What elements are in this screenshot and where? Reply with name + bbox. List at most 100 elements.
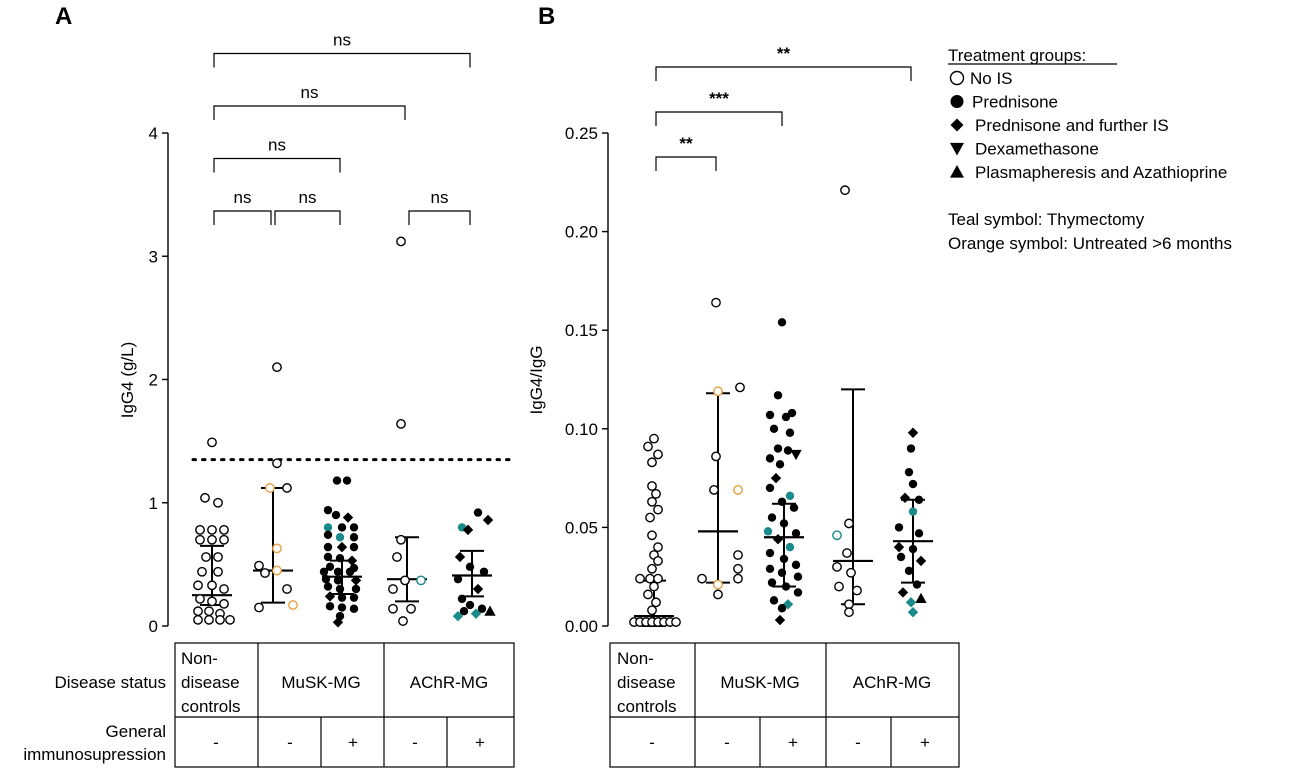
cell-achr: AChR-MG [410, 673, 488, 692]
data-point [207, 534, 217, 545]
data-point [907, 427, 919, 438]
data-point [346, 555, 358, 566]
data-point [914, 495, 924, 504]
legend-items: No IS Prednisone Prednisone and further IS… [949, 69, 1227, 182]
data-point [787, 408, 797, 418]
data-point [897, 587, 909, 598]
data-point [842, 548, 852, 558]
data-point [254, 560, 264, 571]
significance-label: ** [777, 44, 791, 63]
data-point [653, 556, 663, 566]
data-point [769, 424, 779, 433]
data-point [337, 523, 347, 532]
data-point [207, 524, 217, 535]
data-point [643, 441, 653, 452]
data-point [905, 597, 917, 608]
data-point [219, 534, 229, 545]
legend-note-thymectomy: Teal symbol: Thymectomy [948, 210, 1145, 229]
data-point [791, 560, 801, 570]
y-tick-label: 4 [149, 124, 158, 143]
data-point [653, 573, 663, 584]
data-point [735, 382, 745, 393]
legend-item-label: Prednisone and further IS [975, 116, 1169, 135]
data-point [342, 476, 352, 485]
y-axis-label-b: IgG4/IgG [527, 346, 546, 415]
data-point [645, 512, 655, 523]
data-point [793, 588, 803, 597]
data-point [323, 505, 333, 515]
y-tick-label: 1 [149, 494, 158, 513]
data-point [207, 580, 217, 591]
cell-controls-line3-b: controls [617, 697, 677, 716]
data-point [454, 551, 466, 563]
significance-bracket [213, 210, 272, 225]
y-axis-a: 0 1 2 3 4 [149, 124, 169, 636]
data-point [201, 552, 211, 562]
data-point [647, 496, 657, 507]
data-point [649, 433, 659, 444]
data-point [335, 554, 345, 563]
points-b [629, 185, 927, 627]
data-point [204, 606, 214, 617]
data-point [323, 530, 333, 539]
data-point [213, 566, 223, 577]
data-point [396, 534, 406, 545]
cell-achr-plus: + [475, 733, 485, 752]
data-point [651, 597, 661, 608]
data-point [713, 589, 723, 600]
data-point [773, 391, 783, 400]
data-point [453, 574, 463, 584]
table-border-b [609, 642, 960, 768]
data-point [457, 594, 467, 604]
data-point [254, 602, 264, 613]
data-point [775, 460, 785, 469]
legend-item-label: No IS [970, 69, 1013, 88]
data-point [225, 614, 235, 625]
brackets-a: ns ns ns ns ns ns [213, 31, 471, 225]
data-point [195, 534, 205, 545]
data-point [349, 604, 359, 613]
data-point [323, 582, 333, 591]
data-point [852, 585, 862, 596]
data-point [288, 600, 298, 610]
data-point [709, 485, 719, 495]
data-point [472, 583, 484, 595]
data-point [200, 492, 210, 503]
data-point [484, 605, 496, 616]
data-point [765, 454, 775, 463]
data-point [894, 523, 904, 532]
cell-controls-line2-b: disease [617, 673, 676, 692]
data-point [406, 603, 416, 614]
data-point [272, 458, 282, 469]
y-tick-label: 0.15 [565, 321, 598, 340]
data-point [785, 542, 795, 552]
group-table-a: Disease status General immunosupression … [23, 642, 515, 768]
data-point [333, 567, 343, 576]
cell-achr-minus: - [412, 733, 418, 752]
cell-controls-minus: - [213, 733, 219, 752]
data-point [479, 567, 489, 576]
data-point [323, 552, 333, 562]
data-point [697, 573, 707, 584]
data-point [388, 584, 398, 594]
data-point [908, 507, 918, 516]
data-point [832, 561, 842, 572]
row-label-general-line2: immunosupression [23, 745, 166, 764]
cell-musk-plus-b: + [788, 733, 798, 752]
y-tick-label: 0.25 [565, 124, 598, 143]
data-point [711, 297, 721, 308]
data-point [204, 614, 214, 625]
cell-achr-minus-b: - [855, 733, 861, 752]
cell-achr-b: AChR-MG [853, 673, 931, 692]
data-point [763, 527, 773, 536]
data-point [653, 542, 663, 553]
data-point [400, 575, 410, 586]
data-point [844, 518, 854, 529]
data-point [785, 428, 795, 437]
y-tick-label: 0.05 [565, 518, 598, 537]
data-point [733, 573, 743, 584]
significance-label: ns [268, 136, 286, 155]
legend-marker [950, 142, 964, 156]
legend-item-label: Plasmapheresis and Azathioprine [975, 163, 1227, 182]
